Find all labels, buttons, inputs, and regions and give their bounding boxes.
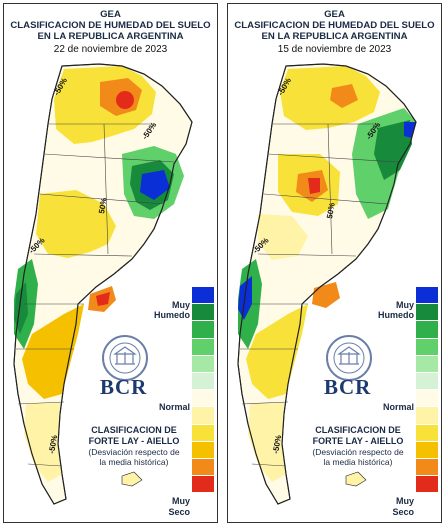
very-dry-core-north (116, 91, 134, 109)
legend-color-swatch (416, 287, 438, 305)
legend-color-swatch (416, 458, 438, 477)
legend-color-swatch (192, 476, 214, 494)
very-dry-north (330, 84, 358, 108)
map-title-line2: EN LA REPUBLICA ARGENTINA (37, 31, 184, 42)
argentina-soil-moisture-map: -50% -50% 50% -50% -50% (13, 63, 193, 505)
contour-label: 50% (325, 202, 337, 219)
legend-color-swatch (416, 372, 438, 391)
map-date: 15 de noviembre de 2023 (277, 44, 392, 55)
classification-line1: CLASIFICACION DE (315, 425, 401, 435)
note-line2: la media histórica) (323, 457, 393, 467)
map-title-line2: EN LA REPUBLICA ARGENTINA (261, 31, 408, 42)
classification-line2: FORTE LAY - AIELLO (88, 436, 180, 446)
bcr-logo-text: BCR (324, 375, 372, 399)
legend-color-swatch (416, 424, 438, 442)
legend-label-normal: Normal (158, 402, 190, 412)
legend-label-very-wet-1: Muy (172, 300, 190, 310)
dry-zone-patagonia (248, 402, 286, 482)
dry-zone-center-2 (258, 214, 308, 260)
country-outline (13, 63, 193, 505)
legend-label-very-dry-2: Seco (168, 507, 190, 517)
legend-color-swatch (416, 407, 438, 425)
legend-color-swatch (192, 287, 214, 305)
contour-label: 50% (97, 197, 109, 214)
org-label: GEA (100, 9, 121, 20)
legend-color-swatch (192, 355, 214, 373)
dry-zone-center (36, 190, 116, 258)
legend-label-very-dry-1: Muy (172, 496, 190, 506)
malvinas-islands (345, 471, 367, 487)
map-title-line1: CLASIFICACION DE HUMEDAD DEL SUELO (234, 20, 435, 31)
dry-zone-south (246, 304, 308, 399)
legend-label-very-wet-2: Humedo (378, 310, 414, 320)
legend-color-swatch (192, 390, 214, 408)
legend-color-swatch (192, 441, 214, 459)
dry-zone-patagonia (24, 402, 62, 482)
map-title-line1: CLASIFICACION DE HUMEDAD DEL SUELO (10, 20, 211, 31)
note-line1: (Desviación respecto de (88, 447, 180, 457)
dry-zone-north (280, 66, 380, 130)
map-date: 22 de noviembre de 2023 (53, 44, 168, 55)
province-borders (16, 123, 175, 467)
very-wet-core (140, 170, 170, 200)
dry-zone-south (22, 304, 84, 399)
very-dry-core-center (308, 178, 320, 194)
bcr-logo-text: BCR (100, 375, 148, 399)
classification-note: (Desviación respecto de la media históri… (74, 447, 194, 467)
bcr-seal-logo (102, 335, 148, 381)
legend-color-swatch (416, 355, 438, 373)
map-panel-nov-15: GEA CLASIFICACION DE HUMEDAD DEL SUELO E… (227, 3, 442, 523)
bcr-seal-logo (326, 335, 372, 381)
legend-color-swatch (192, 458, 214, 477)
classification-line2: FORTE LAY - AIELLO (312, 436, 404, 446)
legend-color-swatch (416, 476, 438, 494)
legend-color-swatch (192, 304, 214, 322)
legend-color-swatch (416, 338, 438, 356)
country-outline (237, 63, 417, 505)
note-line1: (Desviación respecto de (312, 447, 404, 457)
very-dry-core-south (96, 292, 110, 306)
contour-label: -50% (47, 434, 59, 454)
legend-label-very-dry-2: Seco (392, 507, 414, 517)
classification-title: CLASIFICACION DE FORTE LAY - AIELLO (74, 425, 194, 447)
contour-label: -50% (271, 434, 283, 454)
legend-color-swatch (192, 321, 214, 339)
legend-color-swatch (192, 407, 214, 425)
legend-color-swatch (416, 321, 438, 339)
wet-zone-east-core (374, 120, 412, 180)
note-line2: la media histórica) (99, 457, 169, 467)
legend-label-very-wet-2: Humedo (154, 310, 190, 320)
legend-color-swatch (192, 338, 214, 356)
legend-label-very-dry-1: Muy (396, 496, 414, 506)
province-borders (240, 123, 399, 467)
legend-label-normal: Normal (382, 402, 414, 412)
map-panel-nov-22: GEA CLASIFICACION DE HUMEDAD DEL SUELO E… (3, 3, 218, 523)
legend-color-swatch (192, 372, 214, 391)
legend-color-swatch (192, 424, 214, 442)
legend-color-scale (416, 287, 438, 494)
legend-color-swatch (416, 441, 438, 459)
classification-line1: CLASIFICACION DE (91, 425, 177, 435)
legend-color-swatch (416, 390, 438, 408)
classification-title: CLASIFICACION DE FORTE LAY - AIELLO (298, 425, 418, 447)
legend-label-very-wet-1: Muy (396, 300, 414, 310)
legend-color-scale (192, 287, 214, 494)
org-label: GEA (324, 9, 345, 20)
malvinas-islands (121, 471, 143, 487)
classification-note: (Desviación respecto de la media históri… (298, 447, 418, 467)
legend-color-swatch (416, 304, 438, 322)
argentina-soil-moisture-map: -50% -50% 50% -50% -50% (237, 63, 417, 505)
